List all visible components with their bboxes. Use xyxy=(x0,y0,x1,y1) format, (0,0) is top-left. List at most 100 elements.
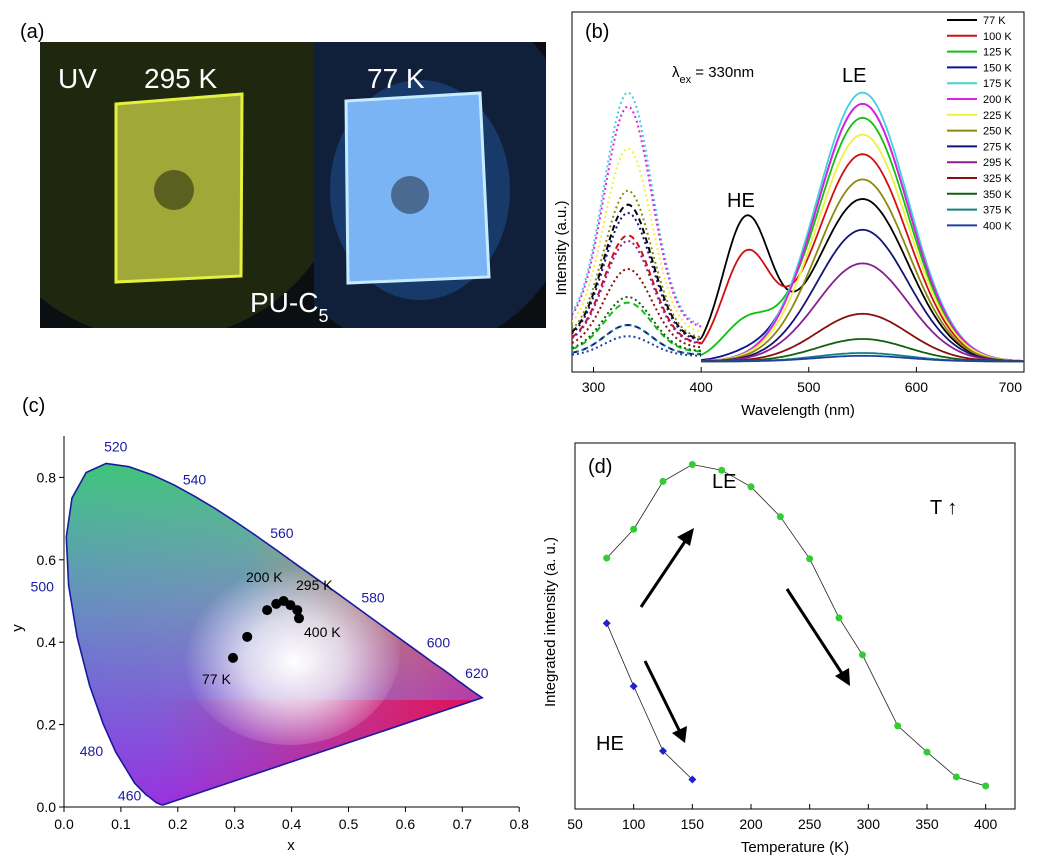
spectra-he-label: HE xyxy=(727,190,755,212)
photo-panel: UV 295 K 77 K PU-C5 xyxy=(40,42,546,328)
excitation-curve xyxy=(572,203,702,340)
intensity-point-le xyxy=(923,748,931,756)
wavelength-label: 500 xyxy=(31,578,55,594)
cie-wavelength-labels: 460 480 500 520 540 560 580 600 620 xyxy=(31,438,489,803)
cie-x-axis-label: x xyxy=(287,837,295,854)
legend-label: 275 K xyxy=(983,141,1012,153)
intensity-x-tick-label: 50 xyxy=(567,816,583,832)
photo-label-77k: 77 K xyxy=(367,63,425,94)
cie-data-points xyxy=(227,596,304,663)
legend-label: 175 K xyxy=(983,78,1012,90)
cie-x-tick-label: 0.0 xyxy=(54,816,74,832)
photo-sample-label: PU-C5 xyxy=(250,287,328,326)
excitation-curve xyxy=(572,234,702,344)
cie-chart: 0.0 0.1 0.2 0.3 0.4 0.5 0.6 0.7 0.8 0.0 0.2 0.4 0.6 0… xyxy=(9,436,529,854)
spectra-y-axis-label: Intensity (a.u.) xyxy=(553,200,570,295)
intensity-point-le xyxy=(603,554,611,562)
emission-curve xyxy=(700,198,1024,362)
legend-label: 325 K xyxy=(983,173,1012,185)
cie-y-tick-label: 0.8 xyxy=(37,469,57,485)
cie-y-tick-label: 0.4 xyxy=(37,634,57,650)
emission-curve xyxy=(701,312,1024,363)
intensity-point-le xyxy=(858,651,866,659)
excitation-curve xyxy=(572,267,702,349)
intensity-point-le xyxy=(806,555,814,563)
trend-arrows xyxy=(639,528,850,743)
legend-label: 125 K xyxy=(983,47,1012,59)
photo-label-uv: UV xyxy=(58,63,97,94)
excitation-annotation: λex = 330nm xyxy=(672,64,754,86)
spectral-locus xyxy=(65,462,484,806)
legend-label: 400 K xyxy=(983,220,1012,232)
spectra-x-tick-label: 700 xyxy=(999,379,1023,395)
intensity-line-le xyxy=(606,464,986,787)
intensity-he-label: HE xyxy=(596,733,624,755)
cie-point-label-295k: 295 K xyxy=(296,577,333,593)
arrow-le-falling xyxy=(785,588,845,676)
excitation-curve xyxy=(572,323,702,356)
excitation-value: = 330nm xyxy=(691,64,754,81)
intensity-x-tick-label: 300 xyxy=(857,816,881,832)
intensity-point-le xyxy=(952,773,960,781)
excitation-subscript: ex xyxy=(680,74,692,86)
arrow-he-falling xyxy=(643,660,682,733)
intensity-point-he xyxy=(629,682,638,691)
intensity-point-le xyxy=(747,483,755,491)
emission-curve xyxy=(701,91,1024,362)
panel-label-c: (c) xyxy=(22,395,45,417)
emission-curve xyxy=(701,262,1024,363)
emission-curve xyxy=(700,153,1024,362)
spectra-x-ticks: 300 400 500 600 700 xyxy=(582,367,1025,395)
panel-label-a: (a) xyxy=(20,21,44,43)
intensity-point-le xyxy=(835,614,843,622)
excitation-lambda: λ xyxy=(672,64,680,81)
legend-label: 150 K xyxy=(983,62,1012,74)
spectra-le-label: LE xyxy=(842,65,866,87)
excitation-curve xyxy=(572,91,702,326)
intensity-point-le xyxy=(718,466,726,474)
legend-label: 295 K xyxy=(983,157,1012,169)
emission-curve xyxy=(701,228,1024,363)
cie-y-tick-label: 0.6 xyxy=(37,552,57,568)
cie-x-tick-label: 0.5 xyxy=(339,816,359,832)
intensity-chart: (d) 50 100 150 200 250 300 350 400 LE HE T ↑ Te… xyxy=(542,442,1016,856)
legend-label: 375 K xyxy=(983,205,1012,217)
intensity-x-tick-label: 350 xyxy=(915,816,939,832)
spectra-curves xyxy=(572,91,1024,363)
wavelength-label: 480 xyxy=(80,743,104,759)
spectra-chart: 300 400 500 600 700 Wavelength (nm) Intensit… xyxy=(553,11,1025,419)
spectra-x-tick-label: 300 xyxy=(582,379,606,395)
wavelength-label: 460 xyxy=(118,788,142,804)
intensity-x-tick-label: 200 xyxy=(739,816,763,832)
cie-x-tick-label: 0.1 xyxy=(111,816,131,832)
cie-point xyxy=(227,652,238,663)
emission-curve xyxy=(700,102,1024,362)
sample-hole-295k xyxy=(154,170,194,210)
intensity-x-tick-label: 100 xyxy=(622,816,646,832)
cie-x-tick-label: 0.2 xyxy=(168,816,188,832)
wavelength-label: 540 xyxy=(183,471,207,487)
intensity-point-he xyxy=(688,775,697,784)
intensity-point-le xyxy=(776,513,784,521)
spectra-x-tick-label: 400 xyxy=(689,379,713,395)
spectra-x-axis-label: Wavelength (nm) xyxy=(741,402,855,419)
arrow-he-falling-head xyxy=(672,726,687,743)
sample-label-main: PU-C xyxy=(250,287,318,318)
temperature-increase-label: T ↑ xyxy=(930,497,957,519)
excitation-curve xyxy=(572,189,702,339)
arrow-le-rising-head xyxy=(677,528,694,546)
cie-x-tick-label: 0.4 xyxy=(282,816,302,832)
cie-point xyxy=(292,605,303,616)
cie-point-label-77k: 77 K xyxy=(202,671,231,687)
emission-curve xyxy=(701,102,1024,362)
emission-curve xyxy=(701,178,1024,362)
spectra-x-tick-label: 600 xyxy=(905,379,929,395)
wavelength-label: 620 xyxy=(465,665,489,681)
sample-hole-77k xyxy=(391,176,429,214)
cie-x-tick-label: 0.7 xyxy=(453,816,473,832)
excitation-curve xyxy=(572,295,702,352)
wavelength-label: 600 xyxy=(427,635,451,651)
intensity-x-axis-label: Temperature (K) xyxy=(741,839,849,856)
legend-label: 200 K xyxy=(983,94,1012,106)
